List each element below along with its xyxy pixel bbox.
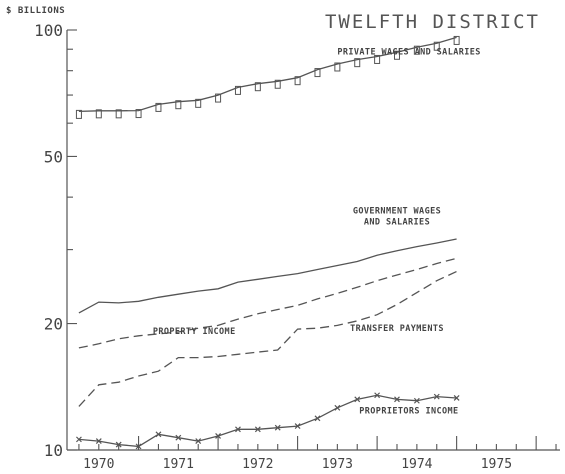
series-line <box>78 270 457 407</box>
data-point-stroke <box>95 438 102 445</box>
data-point <box>354 396 361 403</box>
data-point <box>195 98 202 108</box>
data-point <box>394 396 400 403</box>
data-point-stroke <box>394 396 400 403</box>
data-point <box>115 441 122 448</box>
data-point <box>215 93 222 103</box>
data-point-stroke <box>433 393 440 400</box>
data-point <box>95 438 102 445</box>
data-point <box>135 109 142 119</box>
series-label: PROPERTY INCOME <box>153 327 236 337</box>
series-0 <box>75 35 460 119</box>
series-line <box>78 36 457 113</box>
series-2 <box>78 257 457 349</box>
data-point <box>374 392 381 399</box>
data-point <box>254 82 261 92</box>
data-point <box>274 79 281 89</box>
series-label: PRIVATE WAGES AND SALARIES <box>337 47 480 57</box>
data-point <box>294 76 301 86</box>
data-point <box>374 54 381 64</box>
data-point <box>413 397 420 404</box>
data-point-stroke <box>374 392 381 399</box>
data-point-stroke <box>115 441 122 448</box>
data-point <box>155 431 162 438</box>
x-tick-label: 1971 <box>163 457 194 472</box>
series-1 <box>78 238 457 314</box>
y-tick-label: 10 <box>44 441 63 460</box>
data-point-stroke <box>413 397 420 404</box>
y-axis-ticks: 100 50 20 10 <box>34 21 77 460</box>
data-point <box>274 424 281 431</box>
y-tick-label: 100 <box>34 21 63 40</box>
data-point-stroke <box>195 438 202 445</box>
data-point <box>354 58 361 68</box>
data-point-stroke <box>76 436 82 443</box>
data-point-stroke <box>215 433 222 439</box>
data-point <box>75 109 82 119</box>
data-point <box>175 100 182 110</box>
series-label: TRANSFER PAYMENTS <box>350 324 444 334</box>
data-point <box>433 41 440 51</box>
data-point <box>413 45 420 55</box>
series-labels: PRIVATE WAGES AND SALARIES GOVERNMENT WAG… <box>153 47 481 416</box>
y-tick-label: 20 <box>44 315 63 334</box>
data-point <box>254 426 261 433</box>
data-point <box>175 434 182 441</box>
series-line <box>78 238 457 314</box>
data-point-stroke <box>254 426 261 433</box>
data-point <box>155 102 162 112</box>
data-point <box>235 426 241 433</box>
units-label: $ BILLIONS <box>6 6 65 16</box>
data-point <box>234 85 241 95</box>
data-point <box>95 109 102 119</box>
data-point <box>453 395 460 401</box>
data-point-stroke <box>235 426 241 433</box>
data-point-stroke <box>274 424 281 431</box>
data-point-stroke <box>334 404 341 411</box>
data-point-stroke <box>354 396 361 403</box>
data-point <box>294 423 301 430</box>
data-point-stroke <box>135 443 142 450</box>
series-line <box>78 394 457 448</box>
x-tick-label: 1973 <box>322 457 353 472</box>
data-point <box>334 404 341 411</box>
data-point <box>453 35 460 45</box>
series-3 <box>78 270 457 407</box>
data-point <box>215 433 222 439</box>
x-axis-ticks: 1970 1971 1972 1973 1974 1975 <box>78 436 557 472</box>
data-point-stroke <box>314 415 321 422</box>
data-point <box>393 50 400 60</box>
series-4 <box>76 392 460 450</box>
x-tick-label: 1974 <box>401 457 432 472</box>
data-point <box>334 62 341 72</box>
series-label: PROPRIETORS INCOME <box>359 407 458 417</box>
data-point <box>115 109 122 119</box>
series-label: AND SALARIES <box>364 217 430 227</box>
y-tick-label: 50 <box>44 147 63 166</box>
x-tick-label: 1970 <box>83 457 114 472</box>
data-point-stroke <box>175 434 182 441</box>
data-point <box>195 438 202 445</box>
data-point-stroke <box>294 423 301 430</box>
data-point-stroke <box>155 431 162 438</box>
data-point-stroke <box>453 395 460 401</box>
x-tick-label: 1972 <box>242 457 273 472</box>
data-point <box>76 436 82 443</box>
x-tick-label: 1975 <box>481 457 512 472</box>
data-point <box>314 415 321 422</box>
chart-title: TWELFTH DISTRICT <box>325 11 540 33</box>
data-point <box>135 443 142 450</box>
series-line <box>78 257 457 349</box>
data-point <box>433 393 440 400</box>
series-layer <box>75 35 460 450</box>
data-point <box>314 68 321 78</box>
series-label: GOVERNMENT WAGES <box>353 206 441 216</box>
